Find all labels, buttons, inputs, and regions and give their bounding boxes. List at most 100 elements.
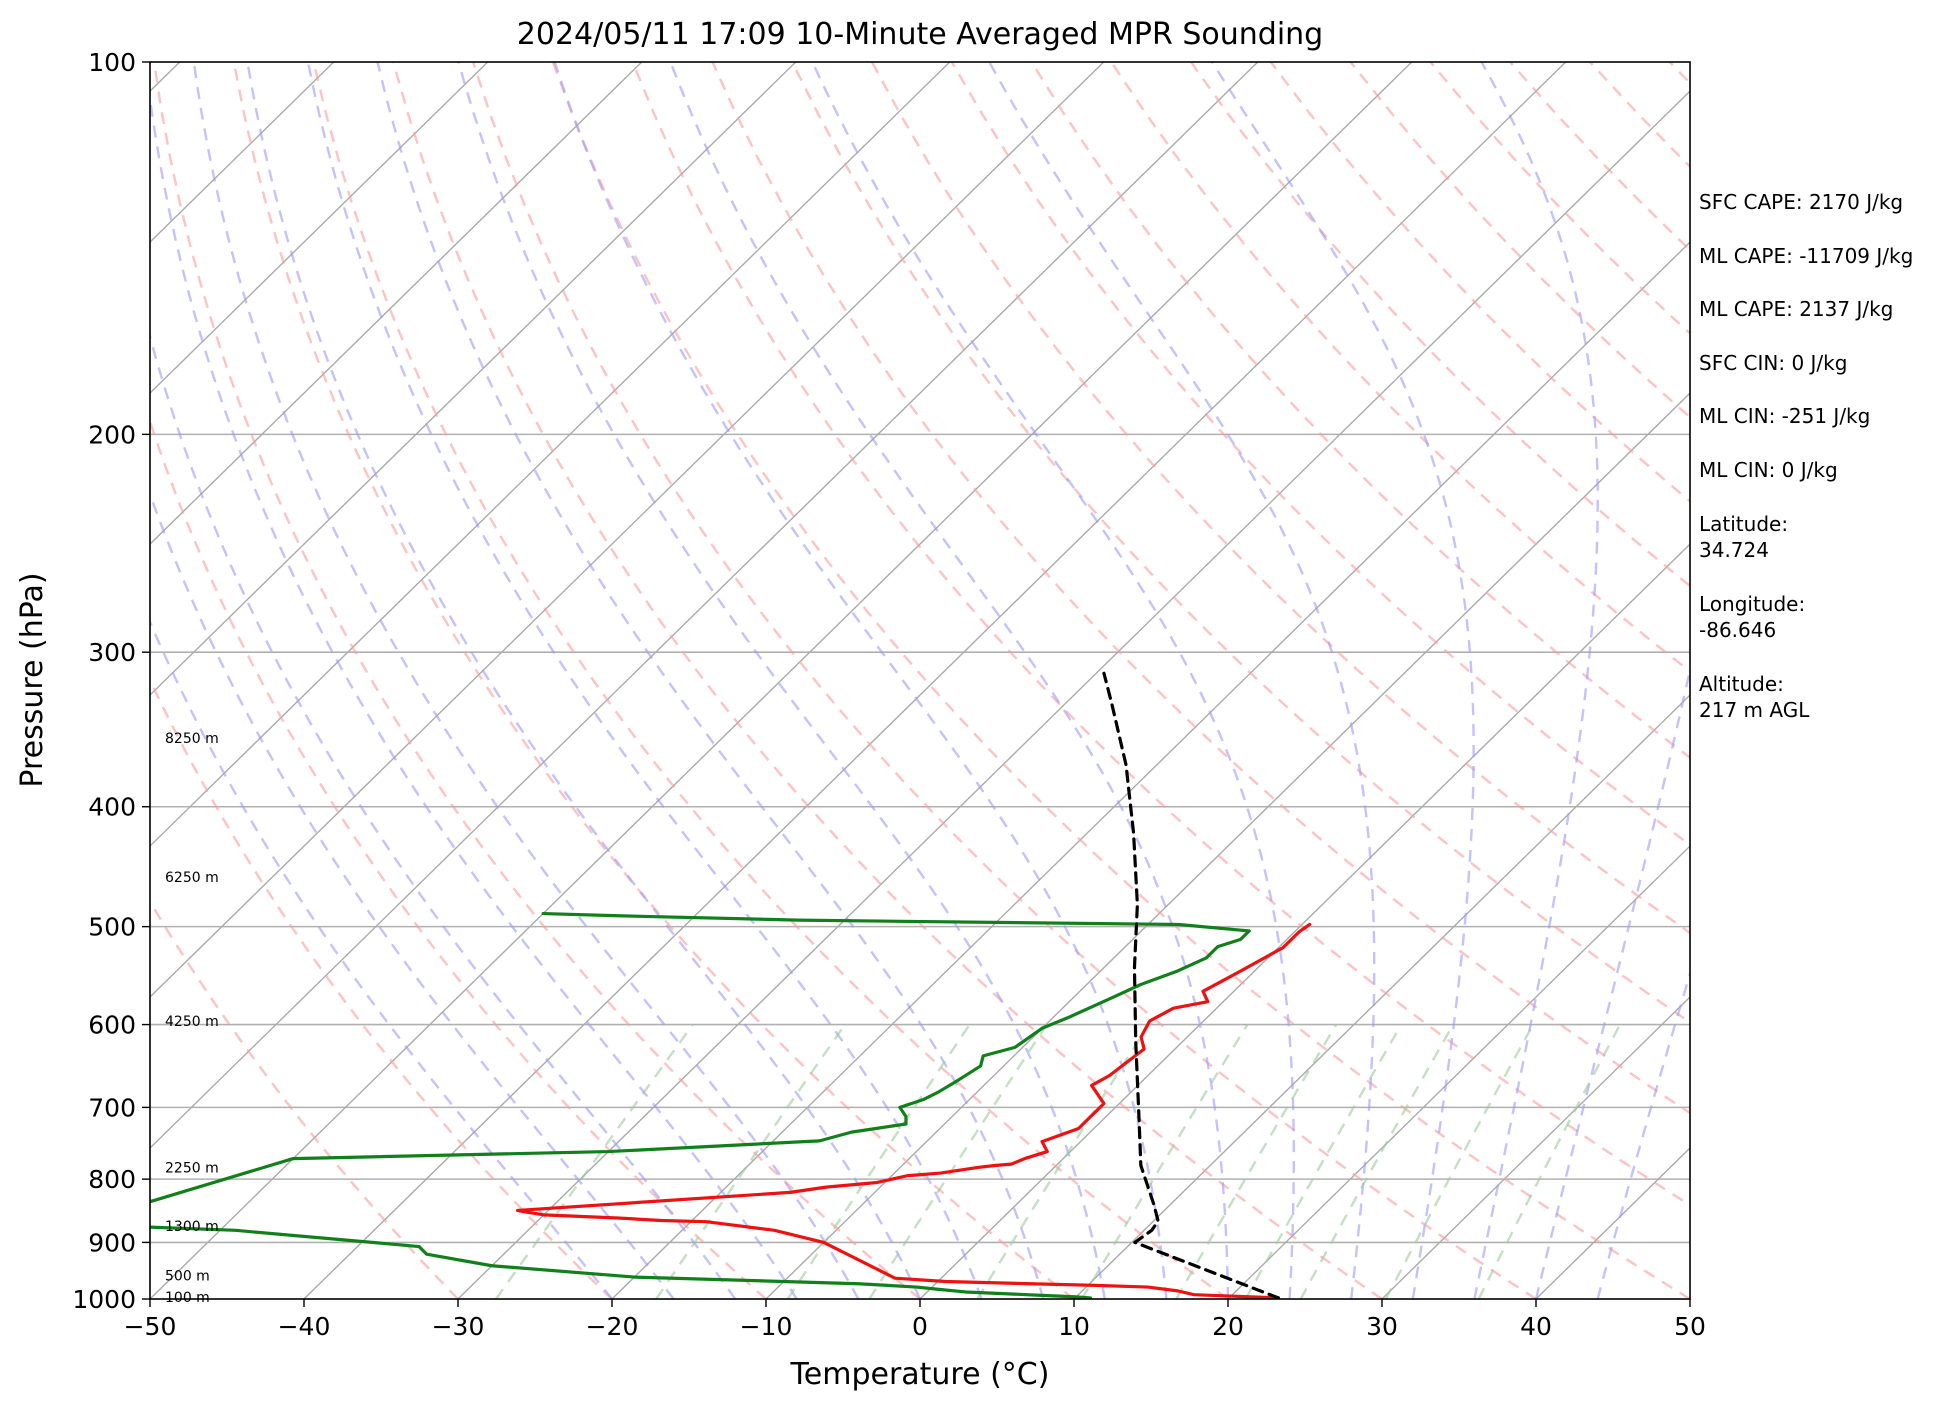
moist-adiabat-line (669, 62, 1230, 1299)
isotherms-layer (150, 62, 1690, 1299)
y-tick-label: 400 (88, 793, 136, 822)
isotherm-line (150, 62, 489, 395)
moist-adiabat-line (457, 62, 1106, 1299)
mixing-ratio-line (786, 1023, 971, 1299)
isotherm-line (1381, 996, 1690, 1299)
x-tick-label: −50 (124, 1312, 177, 1341)
x-tick-label: 30 (1366, 1312, 1398, 1341)
y-tick-label: 100 (88, 48, 136, 77)
isotherm-line (303, 62, 1567, 1299)
isotherm-line (1227, 845, 1690, 1299)
moist-adiabat-line (1473, 62, 1599, 1299)
dry-adiabat-line (551, 62, 1690, 1299)
mixing-ratio-line (1384, 1023, 1535, 1299)
height-label: 500 m (165, 1268, 210, 1284)
moist-adiabat-line (150, 332, 737, 1299)
y-tick-label: 300 (88, 638, 136, 667)
info-longitude-label: Longitude: (1699, 592, 1805, 616)
x-tick-label: 0 (912, 1312, 928, 1341)
y-axis-label: Pressure (hPa) (15, 572, 50, 787)
mixing-ratio-layer (495, 1023, 1622, 1299)
dry-adiabat-line (312, 62, 1229, 1299)
dry-adiabat-line (150, 677, 613, 1299)
x-tick-label: 10 (1058, 1312, 1090, 1341)
y-tick-label: 700 (88, 1093, 136, 1122)
info-ml-cin-1: ML CIN: -251 J/kg (1699, 404, 1870, 428)
info-ml-cape-2: ML CAPE: 2137 J/kg (1699, 297, 1893, 321)
mixing-ratio-line (495, 1023, 694, 1299)
x-tick-label: −10 (740, 1312, 793, 1341)
isotherm-line (919, 543, 1690, 1299)
dry-adiabat-line (392, 62, 1383, 1299)
isotherm-line (150, 62, 1259, 1149)
moist-adiabat-line (988, 62, 1376, 1299)
height-label: 1300 m (165, 1219, 219, 1235)
isotherm-line (150, 62, 951, 848)
y-tick-label: 900 (88, 1228, 136, 1257)
height-label: 100 m (165, 1290, 210, 1306)
moist-adiabat-line (246, 62, 922, 1299)
moist-adiabat-line (811, 62, 1295, 1299)
y-tick-label: 200 (88, 420, 136, 449)
mixing-ratio-line (1175, 1023, 1338, 1299)
grid-layer (150, 433, 1690, 1244)
moist-adiabat-line (1596, 969, 1690, 1299)
dry-adiabat-line (152, 62, 921, 1299)
height-label: 8250 m (165, 731, 219, 747)
isotherm-line (457, 90, 1690, 1299)
moist-adiabat-line (1211, 62, 1475, 1299)
moist-adiabat-line (1534, 664, 1690, 1299)
moist-adiabat-line (192, 62, 860, 1299)
mixing-ratio-line (1299, 1023, 1455, 1299)
dry-adiabat-line (471, 62, 1537, 1299)
mixing-ratio-line (1080, 1023, 1249, 1299)
series-layer (150, 671, 1312, 1299)
mixing-ratio-line (976, 1023, 1150, 1299)
x-tick-label: 40 (1520, 1312, 1552, 1341)
mixing-ratio-line (655, 1023, 846, 1299)
dry-adiabat-line (711, 62, 1690, 1115)
height-labels-layer: 8250 m 6250 m 4250 m 2250 m 1300 m 500 m 100 m (165, 731, 219, 1306)
dry-adiabat-line (1030, 62, 1690, 760)
height-label: 2250 m (165, 1161, 219, 1177)
chart-title: 2024/05/11 17:09 10-Minute Averaged MPR … (517, 17, 1323, 52)
dry-adiabat-line (791, 62, 1690, 1024)
x-axis-label: Temperature (°C) (790, 1357, 1050, 1392)
isotherm-line (150, 62, 1105, 999)
height-label: 4250 m (165, 1014, 219, 1030)
parcel-line (1102, 671, 1280, 1299)
x-tick-label: 20 (1212, 1312, 1244, 1341)
info-sfc-cin: SFC CIN: 0 J/kg (1699, 351, 1847, 375)
isotherm-line (1073, 694, 1690, 1299)
moist-adiabat-line (376, 62, 1045, 1299)
info-ml-cape-1: ML CAPE: -11709 J/kg (1699, 244, 1913, 268)
y-tick-label: 800 (88, 1165, 136, 1194)
isotherm-line (765, 392, 1690, 1299)
dry-adiabat-line (950, 62, 1690, 847)
info-altitude-label: Altitude: (1699, 672, 1784, 696)
x-tick-label: −20 (586, 1312, 639, 1341)
info-sfc-cape: SFC CAPE: 2170 J/kg (1699, 190, 1903, 214)
y-tick-label: 500 (88, 913, 136, 942)
info-latitude-value: 34.724 (1699, 538, 1769, 562)
dry-adiabat-line (870, 62, 1690, 935)
isotherm-line (611, 241, 1690, 1299)
dewpoint-line (150, 911, 1251, 1299)
isotherm-line (150, 62, 797, 697)
x-tick-label: 50 (1674, 1312, 1706, 1341)
info-ml-cin-2: ML CIN: 0 J/kg (1699, 458, 1838, 482)
isotherm-line (150, 62, 1413, 1299)
temperature-line (515, 922, 1312, 1299)
mixing-ratio-line (1244, 1023, 1403, 1299)
dry-adiabat-line (1110, 62, 1690, 673)
info-panel: SFC CAPE: 2170 J/kg ML CAPE: -11709 J/kg… (1699, 190, 1913, 722)
info-altitude-value: 217 m AGL (1699, 698, 1810, 722)
moist-adiabat-line (150, 619, 613, 1299)
mixing-ratio-line (1477, 1024, 1622, 1299)
dry-adiabats-layer (150, 62, 1690, 1299)
info-latitude-label: Latitude: (1699, 512, 1788, 536)
mixing-ratio-line (868, 1023, 1048, 1299)
